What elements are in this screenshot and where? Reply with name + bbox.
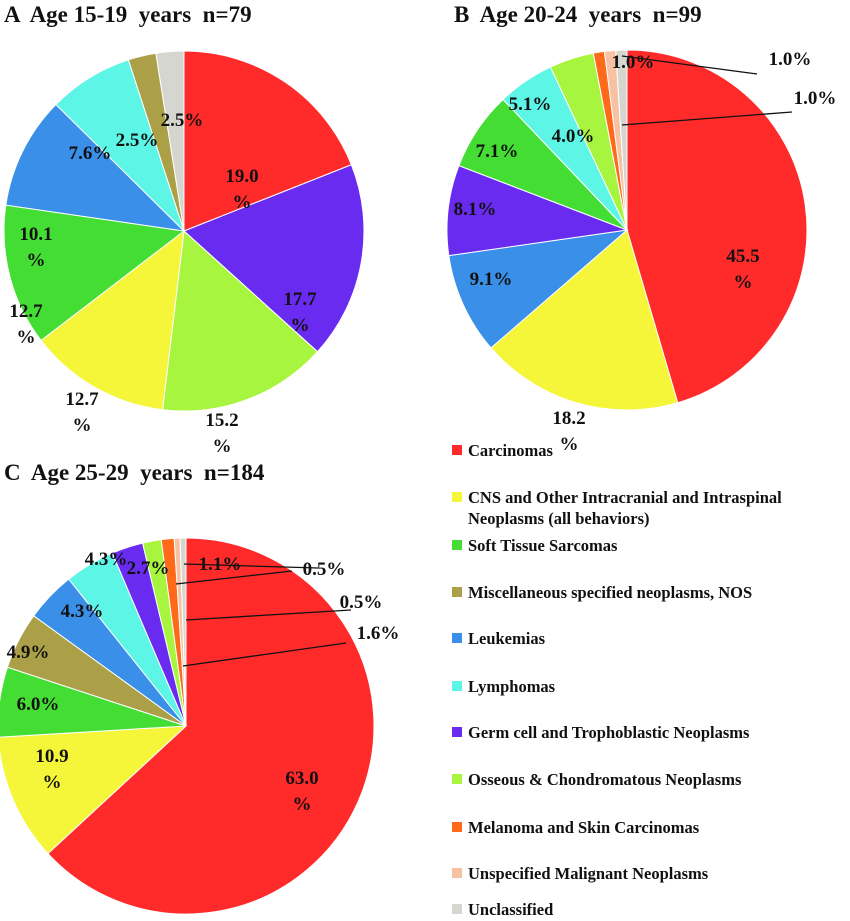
legend-item-leukemias: Leukemias	[452, 628, 850, 649]
legend-label: Soft Tissue Sarcomas	[468, 536, 618, 555]
panel-a-title: A Age 15-19 years n=79	[4, 2, 252, 27]
legend-label: Carcinomas	[468, 441, 553, 460]
pie-label-germ_cell: 17.7%	[283, 289, 317, 336]
legend-swatch	[452, 822, 462, 832]
leader-line	[621, 55, 758, 75]
pie-label-misc: 2.5%	[116, 130, 159, 151]
pie-label-unclassified: 0.5%	[340, 592, 383, 613]
legend-swatch	[452, 774, 462, 784]
pie-slice-carcinomas	[47, 537, 375, 915]
legend-label: Unspecified Malignant Neoplasms	[468, 864, 709, 883]
legend-item-misc: Miscellaneous specified neoplasms, NOS	[452, 582, 850, 603]
pie-label-misc: 4.9%	[7, 642, 50, 663]
leader-line	[185, 609, 352, 621]
legend-label: Osseous & Chondromatous Neoplasms	[468, 770, 742, 789]
pie-label-leukemias: 9.1%	[470, 269, 513, 290]
pie-slice-carcinomas	[183, 50, 353, 232]
legend-item-osseous: Osseous & Chondromatous Neoplasms	[452, 769, 850, 790]
legend-swatch	[452, 445, 462, 455]
leader-line	[182, 642, 347, 667]
pie-label-lymphomas: 5.1%	[509, 94, 552, 115]
pie-slice-leukemias	[5, 103, 186, 232]
pie-label-osseous: 15.2%	[205, 410, 238, 457]
legend-label: Germ cell and Trophoblastic Neoplasms	[468, 723, 750, 742]
pie-label-unclassified: 2.5%	[161, 110, 204, 131]
pie-label-unspecified: 1.0%	[794, 88, 837, 109]
legend-item-carcinomas: Carcinomas	[452, 440, 850, 461]
pie-slice-leukemias	[448, 229, 629, 349]
panel-b-title: B Age 20-24 years n=99	[454, 2, 702, 27]
legend-swatch	[452, 681, 462, 691]
pie-label-carcinomas: 19.0%	[225, 166, 258, 213]
pie-label-lymphomas: 4.3%	[85, 549, 128, 570]
pie-slice-unclassified	[179, 537, 187, 727]
legend-swatch	[452, 492, 462, 502]
legend-swatch	[452, 868, 462, 878]
leader-line	[183, 563, 319, 569]
legend-swatch	[452, 587, 462, 597]
pie-label-osseous: 1.6%	[357, 623, 400, 644]
legend-label: Miscellaneous specified neoplasms, NOS	[468, 583, 753, 602]
leader-line	[621, 111, 793, 126]
legend-swatch	[452, 727, 462, 737]
leader-line	[175, 570, 293, 585]
legend-item-soft_tissue: Soft Tissue Sarcomas	[452, 535, 850, 556]
pie-slice-cns	[490, 229, 679, 411]
pie-label-unclassified: 1.0%	[612, 52, 655, 73]
pie-label-soft_tissue: 7.1%	[476, 141, 519, 162]
legend-label: CNS and Other Intracranial and Intraspin…	[468, 488, 782, 528]
pie-slice-soft_tissue	[3, 204, 186, 342]
pie-chart-b: 45.5 % 18.2 % 9.1% 8.1% 7.1% 5.1%4.0% 1.0% 1.0% 1.…	[446, 49, 836, 455]
legend-swatch	[452, 540, 462, 550]
pie-label-melanoma: 1.1%	[199, 554, 242, 575]
pie-slice-carcinomas	[626, 49, 808, 404]
legend-label: Leukemias	[468, 629, 546, 648]
pie-label-carcinomas: 45.5%	[726, 246, 759, 293]
legend-item-unclassified: Unclassified	[452, 899, 850, 920]
pie-slice-cns	[40, 229, 185, 411]
pie-slice-cns	[0, 725, 188, 855]
legend-label: Unclassified	[468, 900, 554, 919]
pie-slice-germ_cell	[183, 164, 365, 353]
pie-label-germ_cell: 2.7%	[127, 558, 170, 579]
pie-label-leukemias: 4.3%	[61, 601, 104, 622]
pie-label-osseous: 4.0%	[552, 126, 595, 147]
pie-label-soft_tissue: 6.0%	[17, 694, 60, 715]
pie-label-cns: 10.9%	[35, 746, 68, 793]
legend-swatch	[452, 904, 462, 914]
pie-chart-a: 19.0 %17.7 %15.2 %12.7 %12.7 %10.1 %7.6%2.5%2.…	[3, 50, 365, 457]
pie-label-cns: 12.7%	[65, 389, 99, 436]
legend-swatch	[452, 633, 462, 643]
pie-label-leukemias: 10.1%	[19, 224, 52, 271]
pie-label-germ_cell: 8.1%	[454, 199, 497, 220]
pie-slice-germ_cell	[446, 164, 629, 257]
pie-label-soft_tissue: 12.7%	[9, 301, 43, 348]
panel-c-title: C Age 25-29 years n=184	[4, 460, 265, 485]
pie-slice-osseous	[162, 229, 319, 412]
pie-label-cns: 18.2%	[552, 408, 585, 455]
pie-label-carcinomas: 63.0%	[285, 768, 318, 815]
pie-label-unspecified: 0.5%	[303, 559, 346, 580]
legend-label: Lymphomas	[468, 677, 556, 696]
legend-item-germ_cell: Germ cell and Trophoblastic Neoplasms	[452, 722, 850, 743]
pie-slice-unclassified	[155, 50, 185, 232]
pie-chart-c: 63.0 %10.9 %6.0%4.9%4.3%4.3% 2.7%1.6%1.1% 0.…	[0, 537, 399, 915]
legend-item-melanoma: Melanoma and Skin Carcinomas	[452, 817, 850, 838]
pie-label-lymphomas: 7.6%	[69, 143, 112, 164]
pie-label-melanoma: 1.0%	[769, 49, 812, 70]
legend-item-cns: CNS and Other Intracranial and Intraspin…	[452, 487, 850, 529]
pie-slice-unclassified	[615, 49, 628, 231]
legend-item-lymphomas: Lymphomas	[452, 676, 850, 697]
legend-label: Melanoma and Skin Carcinomas	[468, 818, 700, 837]
legend-item-unspecified: Unspecified Malignant Neoplasms	[452, 863, 850, 884]
